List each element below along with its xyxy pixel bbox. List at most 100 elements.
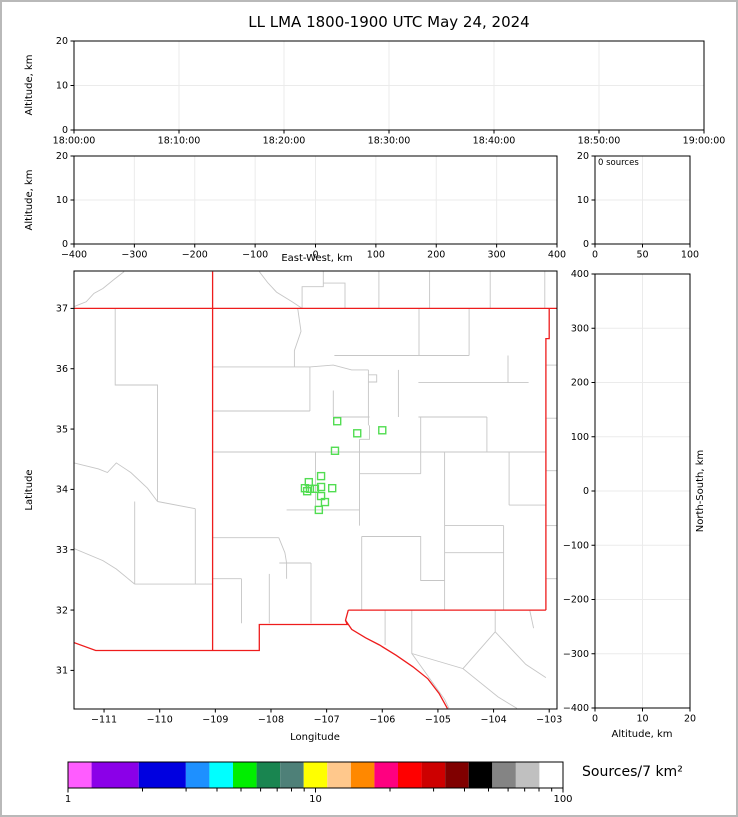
county-line (359, 425, 370, 440)
county-line (309, 364, 369, 371)
axis-ticks: −111 −110 −109 −108 −107 −106 −105 −104 −103 31 32… (56, 304, 562, 726)
colorbar-segment (398, 762, 422, 788)
tick-label: 10 (56, 81, 68, 92)
histogram-annotation: 0 sources (598, 158, 639, 168)
county-line (494, 631, 547, 678)
ew-panel-xlabel: East-West, km (281, 253, 353, 264)
state-borders (74, 271, 557, 709)
tick-label: 10 (636, 714, 648, 725)
colorbar-segment (492, 762, 516, 788)
county-line (301, 271, 324, 309)
axis-ticks: 18:00:00 18:10:00 18:20:00 18:30:00 18:40:00… (53, 36, 726, 146)
tick-label: −300 (563, 649, 589, 660)
tick-label: 300 (488, 250, 506, 261)
tick-label: 35 (56, 424, 68, 435)
station-marker (320, 497, 330, 507)
county-line (114, 308, 158, 502)
tick-label: 10 (577, 195, 589, 206)
station-marker (378, 426, 387, 435)
figure-title: LL LMA 1800-1900 UTC May 24, 2024 (248, 13, 530, 31)
colorbar-segment (185, 762, 210, 788)
colorbar-segment (445, 762, 469, 788)
station-marker (316, 482, 326, 492)
map-layers (74, 271, 557, 709)
county-line (74, 271, 125, 308)
county-line (368, 374, 378, 383)
tick-label: 50 (636, 250, 648, 261)
station-marker (353, 429, 362, 438)
county-line (411, 653, 518, 709)
tick-label: 20 (56, 151, 68, 162)
axis-ticks: 0 10 20 400 300 200 100 0 −100 −200 −300 −400 (563, 269, 696, 724)
tick-label: −103 (536, 715, 562, 726)
tick-label: 1 (65, 794, 71, 805)
gridlines (74, 41, 704, 130)
tick-label: −108 (258, 715, 284, 726)
tick-label: 0 (583, 486, 589, 497)
station-marker (302, 487, 312, 496)
tick-label: −111 (91, 715, 117, 726)
tick-label: −300 (121, 250, 147, 261)
tick-label: −100 (563, 540, 589, 551)
tick-label: 18:30:00 (368, 136, 411, 147)
county-line (293, 308, 302, 367)
station-marker (327, 483, 337, 493)
station-marker (310, 484, 320, 493)
tick-label: 100 (367, 250, 385, 261)
county-line (294, 366, 311, 411)
station-marker (314, 505, 324, 515)
tick-label: 18:10:00 (158, 136, 201, 147)
tick-label: −110 (147, 715, 173, 726)
tick-label: 18:50:00 (578, 136, 621, 147)
tick-label: 10 (309, 794, 322, 805)
tick-label: −109 (202, 715, 228, 726)
panel-time_height: 18:00:00 18:10:00 18:20:00 18:30:00 18:40:00… (53, 36, 726, 146)
colorbar-segment (421, 762, 446, 788)
panel-ew_height: −400 −300 −200 −100 0 100 200 300 400 0 10 20 (56, 151, 566, 260)
tick-label: 0 (312, 250, 318, 261)
county-line (278, 537, 288, 579)
tick-label: −106 (369, 715, 395, 726)
colorbar-segment (256, 762, 281, 788)
tick-label: −100 (242, 250, 268, 261)
tick-label: 200 (427, 250, 445, 261)
colorbar-segment (374, 762, 398, 788)
tick-label: 400 (548, 250, 566, 261)
colorbar-segment (68, 762, 92, 788)
tick-label: −200 (563, 595, 589, 606)
tick-label: 0 (583, 239, 589, 250)
colorbar-segment (280, 762, 304, 788)
county-line (529, 610, 535, 629)
colorbar-segment (91, 762, 139, 788)
county-line (361, 536, 445, 581)
state-border-line (545, 308, 550, 611)
tick-label: 19:00:00 (683, 136, 726, 147)
tick-label: 31 (56, 666, 68, 677)
tick-label: −104 (481, 715, 507, 726)
colorbar-segment (233, 762, 257, 788)
county-line (157, 501, 196, 510)
county-line (323, 282, 346, 309)
axis-ticks: −400 −300 −200 −100 0 100 200 300 400 0 10 20 (56, 151, 566, 260)
gridlines (595, 156, 690, 244)
lma-station-markers (300, 417, 387, 515)
tick-label: 300 (571, 323, 589, 334)
station-marker (330, 446, 340, 455)
tick-label: 0 (62, 125, 68, 136)
tick-label: 18:20:00 (263, 136, 306, 147)
colorbar-segment (468, 762, 493, 788)
county-line (74, 548, 135, 585)
colorbar-segment (327, 762, 351, 788)
tick-label: 0 (62, 239, 68, 250)
panel-plan_view: −111 −110 −109 −108 −107 −106 −105 −104 −103 31 32… (56, 270, 562, 726)
colorbar-segment (303, 762, 328, 788)
tick-label: 10 (56, 195, 68, 206)
tick-label: 18:00:00 (53, 136, 96, 147)
tick-label: 100 (553, 794, 572, 805)
county-line (462, 610, 496, 669)
tick-label: 18:40:00 (473, 136, 516, 147)
tick-label: 20 (684, 714, 696, 725)
station-marker (316, 471, 326, 481)
